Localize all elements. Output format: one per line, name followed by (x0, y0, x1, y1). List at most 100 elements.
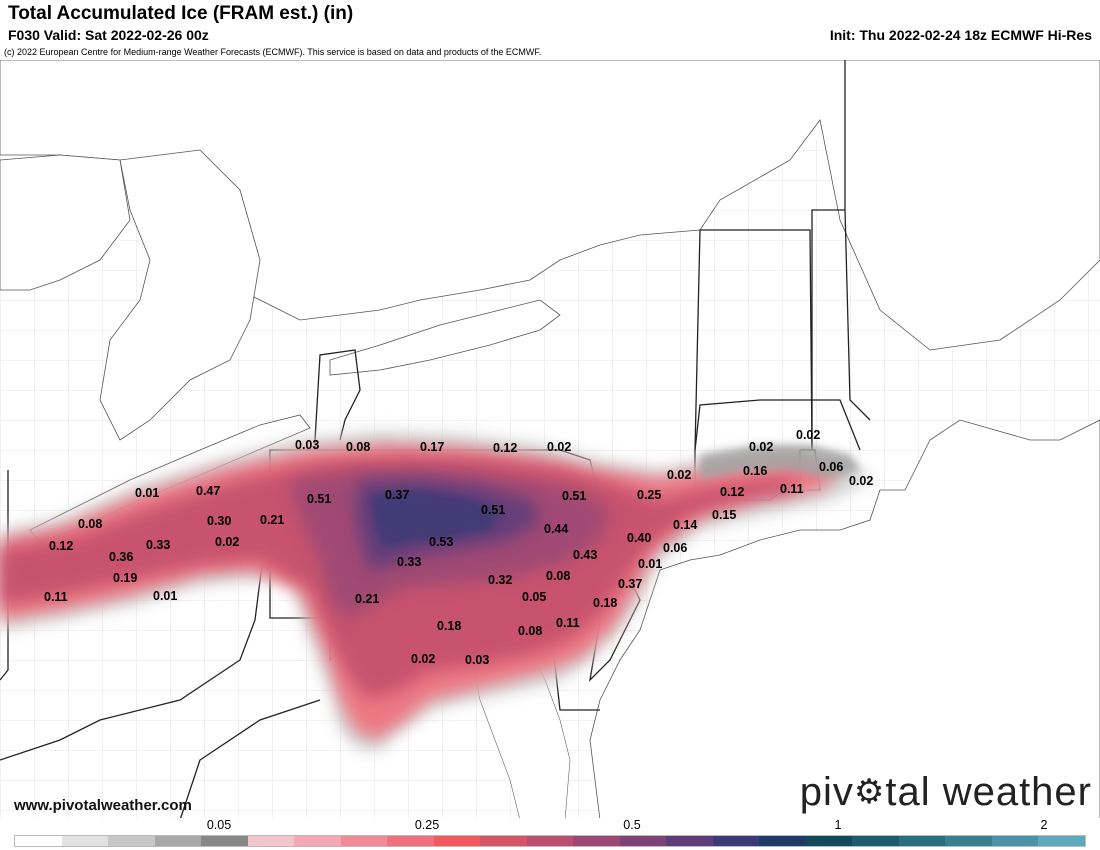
ice-value-label: 0.19 (113, 571, 137, 585)
ice-value-label: 0.05 (522, 590, 546, 604)
ice-value-label: 0.02 (849, 474, 873, 488)
ice-value-label: 0.30 (207, 514, 231, 528)
new-york-west-border (314, 349, 361, 441)
color-scale: 0.05 0.25 0.5 1 2 (0, 818, 1100, 850)
ice-value-label: 0.44 (544, 522, 568, 536)
ice-value-label: 0.21 (355, 592, 379, 606)
color-scale-swatch (945, 836, 992, 846)
color-scale-swatch (340, 836, 388, 846)
color-scale-swatch (619, 836, 667, 846)
copyright-notice: (c) 2022 European Centre for Medium-rang… (4, 47, 542, 57)
ice-value-label: 0.11 (44, 590, 68, 604)
watermark-part: tal weather (885, 770, 1092, 814)
ice-value-labels: 0.03 0.08 0.17 0.12 0.02 0.02 0.02 0.06 … (44, 428, 873, 667)
georgian-bay (0, 154, 131, 291)
ice-value-label: 0.51 (562, 489, 586, 503)
ice-value-label: 0.02 (749, 440, 773, 454)
map-title: Total Accumulated Ice (FRAM est.) (in) (8, 3, 354, 24)
ice-value-label: 0.06 (663, 541, 687, 555)
map-header: Total Accumulated Ice (FRAM est.) (in) F… (0, 0, 1100, 60)
atlantic-ocean (589, 419, 1100, 820)
vermont-border (694, 229, 813, 451)
ice-value-label: 0.33 (146, 538, 170, 552)
color-scale-swatch (805, 836, 853, 846)
color-scale-swatch (852, 836, 899, 846)
ice-value-label: 0.43 (573, 548, 597, 562)
ice-value-label: 0.01 (153, 589, 177, 603)
ice-value-label: 0.33 (397, 555, 421, 569)
color-scale-tick-label: 0.05 (206, 818, 232, 832)
ice-value-label: 0.25 (637, 488, 661, 502)
ice-value-label: 0.53 (429, 535, 453, 549)
ice-value-label: 0.18 (437, 619, 461, 633)
ice-value-label: 0.12 (720, 485, 744, 499)
map-canvas: 0.03 0.08 0.17 0.12 0.02 0.02 0.02 0.06 … (0, 60, 1100, 820)
ice-value-label: 0.03 (295, 438, 319, 452)
ice-value-label: 0.06 (819, 460, 843, 474)
color-scale-swatch (759, 836, 806, 846)
color-scale-swatch (991, 836, 1039, 846)
color-scale-swatch (61, 836, 109, 846)
ice-value-label: 0.37 (618, 577, 642, 591)
ice-value-label: 0.47 (196, 484, 220, 498)
color-scale-tick-label: 0.25 (414, 818, 440, 832)
ice-value-label: 0.08 (346, 440, 370, 454)
ice-value-label: 0.02 (796, 428, 820, 442)
ice-value-label: 0.14 (673, 518, 697, 532)
color-scale-swatch (387, 836, 434, 846)
init-time: Init: Thu 2022-02-24 18z ECMWF Hi-Res (829, 27, 1092, 43)
ice-value-label: 0.02 (547, 440, 571, 454)
ice-value-label: 0.51 (481, 503, 505, 517)
ice-value-label: 0.11 (556, 616, 580, 630)
ice-value-label: 0.17 (420, 440, 444, 454)
ice-value-label: 0.08 (518, 624, 542, 638)
watermark-part: piv (799, 770, 854, 814)
ice-value-label: 0.16 (743, 464, 767, 478)
ice-value-label: 0.15 (712, 508, 736, 522)
virginia-border (179, 699, 321, 820)
ice-value-label: 0.08 (78, 517, 102, 531)
color-scale-swatch (480, 836, 527, 846)
forecast-map[interactable]: 0.03 0.08 0.17 0.12 0.02 0.02 0.02 0.06 … (0, 60, 1100, 820)
site-url: www.pivotalweather.com (14, 797, 192, 814)
ice-value-label: 0.21 (260, 513, 284, 527)
ice-value-label: 0.02 (667, 468, 691, 482)
ice-value-label: 0.02 (215, 535, 239, 549)
color-scale-swatch (108, 836, 155, 846)
ice-value-label: 0.12 (493, 441, 517, 455)
color-scale-swatch (154, 836, 202, 846)
ice-value-label: 0.51 (307, 492, 331, 506)
lake-ontario (329, 299, 561, 376)
color-scale-ticks: 0.05 0.25 0.5 1 2 (0, 818, 1100, 834)
ice-value-label: 0.12 (49, 539, 73, 553)
ice-value-label: 0.03 (465, 653, 489, 667)
ice-value-label: 0.37 (385, 488, 409, 502)
valid-time: F030 Valid: Sat 2022-02-26 00z (8, 27, 209, 43)
color-scale-swatch (294, 836, 341, 846)
color-scale-swatch (573, 836, 620, 846)
color-scale-tick-label: 2 (1040, 818, 1048, 832)
color-scale-swatch (433, 836, 481, 846)
ice-shading (0, 432, 870, 750)
color-scale-tick-label: 1 (834, 818, 842, 832)
ice-value-label: 0.01 (135, 486, 159, 500)
watermark: piv⚙tal weather (800, 770, 1092, 815)
ice-value-label: 0.36 (109, 550, 133, 564)
ice-value-label: 0.02 (411, 652, 435, 666)
color-scale-bar (14, 835, 1086, 847)
massachusetts-border (694, 399, 861, 451)
color-scale-swatch (712, 836, 760, 846)
lake-huron (99, 149, 261, 441)
ice-value-label: 0.11 (780, 482, 804, 496)
ice-value-label: 0.32 (488, 573, 512, 587)
color-scale-swatch (526, 836, 574, 846)
ice-value-label: 0.01 (638, 557, 662, 571)
color-scale-swatch (666, 836, 713, 846)
color-scale-swatch (201, 836, 248, 846)
color-scale-swatch (898, 836, 946, 846)
color-scale-tick-label: 0.5 (623, 818, 641, 832)
color-scale-swatch (247, 836, 295, 846)
ice-value-label: 0.18 (593, 596, 617, 610)
color-scale-swatch (15, 836, 62, 846)
ice-value-label: 0.08 (546, 569, 570, 583)
